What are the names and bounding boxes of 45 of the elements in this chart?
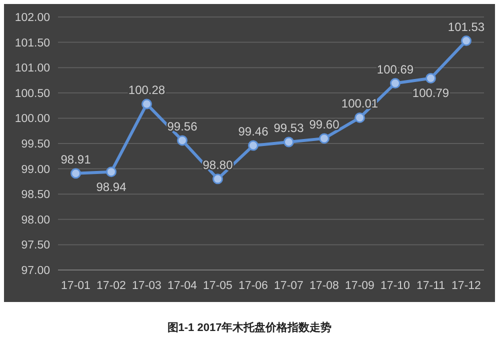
y-tick-label: 97.00 [21,265,50,277]
y-tick-label: 101.00 [14,62,50,75]
y-tick-label: 100.50 [14,88,50,100]
point [70,168,81,179]
x-tick-label: 17-03 [132,280,162,292]
x-tick-label: 17-12 [452,280,481,292]
data-label: 99.60 [309,117,340,132]
x-tick-label: 17-02 [96,280,126,292]
point [390,78,400,89]
data-label: 99.53 [274,120,304,135]
y-tick-label: 100.00 [14,113,50,126]
point [177,135,188,146]
point [248,140,258,151]
y-tick-label: 98.00 [21,214,50,226]
x-tick-label: 17-06 [238,280,268,292]
data-label: 100.69 [376,62,414,76]
point [142,98,152,110]
point [319,133,330,144]
x-tick-label: 17-11 [416,280,446,292]
y-tick-label: 99.00 [21,164,50,176]
x-tick-label: 17-01 [61,280,90,292]
point [426,72,436,84]
y-tick-label: 98.50 [21,189,50,202]
x-tick-label: 17-08 [310,280,339,292]
y-tick-label: 101.50 [14,37,50,50]
x-tick-label: 17-05 [203,280,232,292]
data-label: 100.28 [128,83,166,98]
point [212,174,223,184]
x-tick-label: 17-04 [168,280,198,292]
y-tick-label: 97.50 [21,240,50,252]
data-label: 98.91 [60,152,92,166]
y-tick-label: 102.00 [14,12,50,24]
data-label: 101.53 [448,20,485,34]
data-label: 100.79 [412,86,450,100]
x-tick-label: 17-10 [380,280,410,292]
point [284,136,294,148]
x-tick-label: 17-09 [345,280,374,292]
point [354,112,365,123]
data-label: 98.94 [96,180,127,194]
x-tick-label: 17-07 [274,280,304,292]
data-label: 99.46 [238,124,269,139]
y-tick-label: 99.50 [21,138,50,150]
caption: 图1-1 2017年木托盘价格指数走势 [167,321,332,334]
point [106,166,116,178]
point [461,36,472,46]
